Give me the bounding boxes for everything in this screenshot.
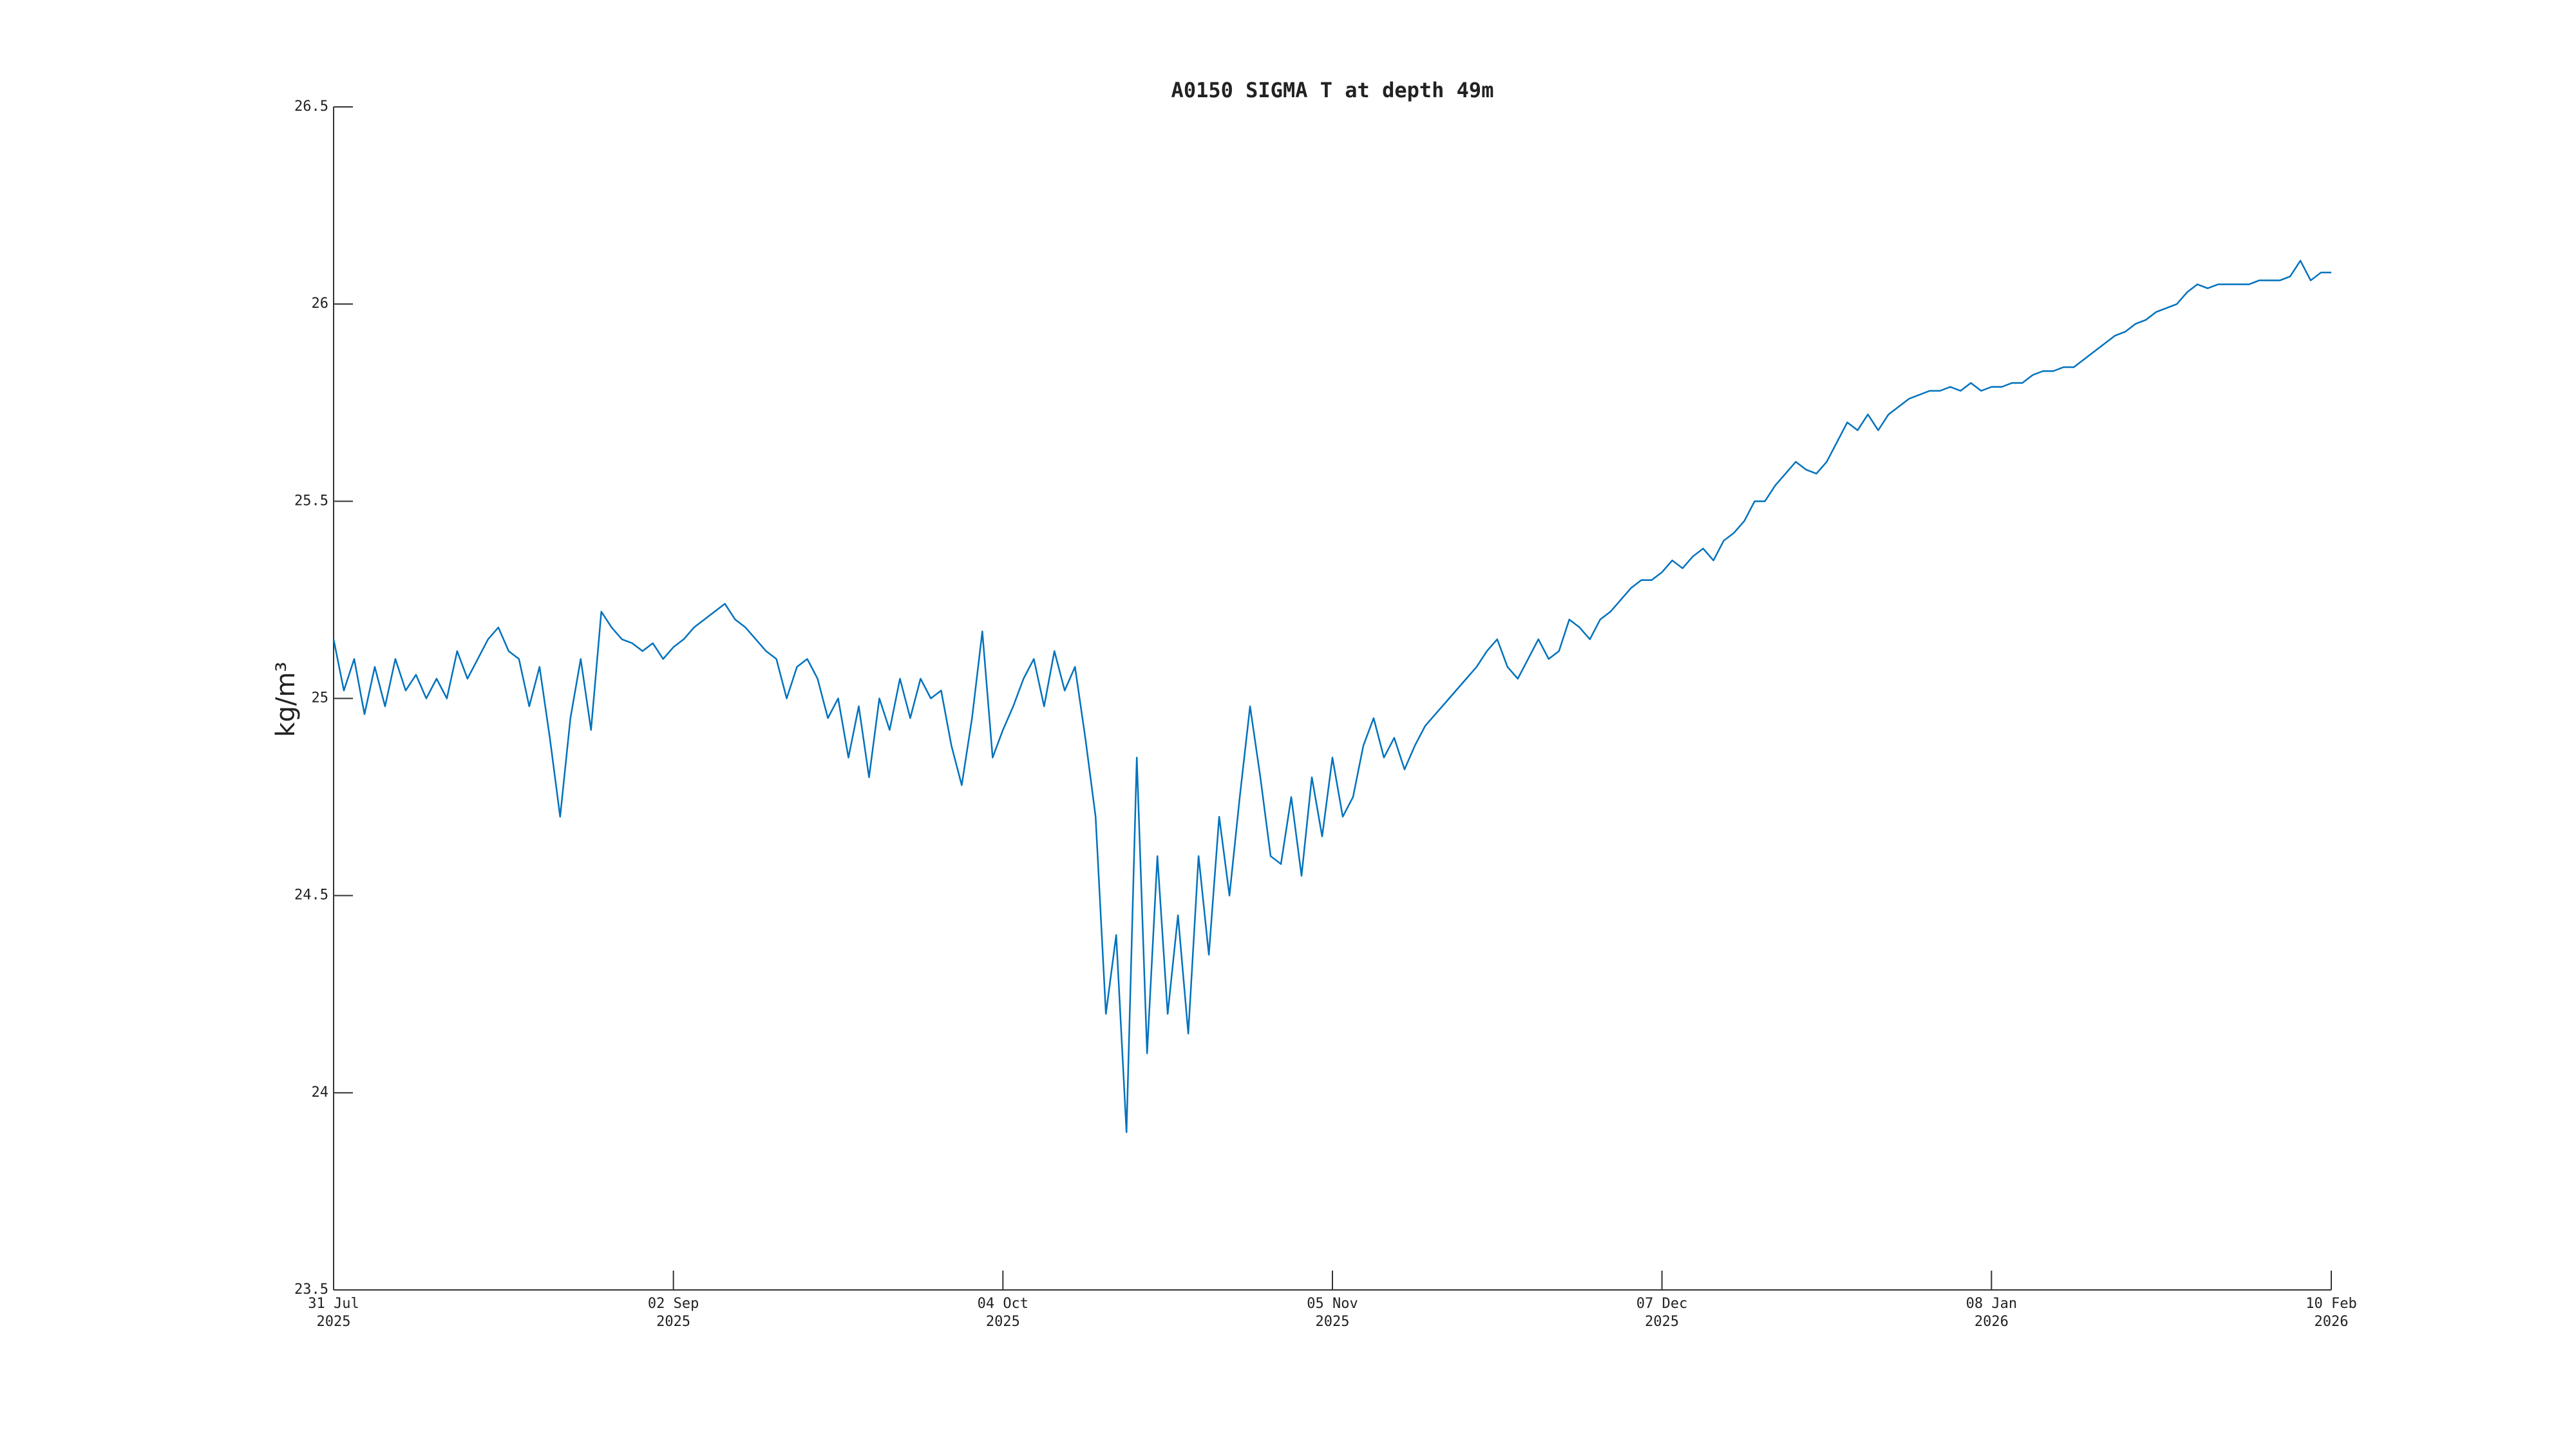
y-tick-label: 26.5 [294,99,328,115]
chart-title: A0150 SIGMA T at depth 49m [1171,78,1494,102]
y-tick-label: 26 [312,296,329,312]
y-tick-label: 25.5 [294,493,328,509]
x-tick-label: 2025 [986,1314,1020,1330]
x-tick-label: 2025 [1645,1314,1679,1330]
x-tick-label: 2025 [656,1314,690,1330]
x-tick-label: 2026 [1975,1314,2009,1330]
x-tick-label: 02 Sep [648,1296,699,1312]
x-tick-label: 08 Jan [1966,1296,2017,1312]
x-tick-label: 2026 [2315,1314,2349,1330]
data-line [332,260,2331,1133]
x-tick-label: 05 Nov [1307,1296,1358,1312]
y-tick-label: 25 [312,690,329,706]
x-tick-label: 2025 [317,1314,351,1330]
x-tick-label: 04 Oct [978,1296,1028,1312]
y-axis-label: kg/m³ [271,661,301,737]
x-tick-label: 2025 [1316,1314,1350,1330]
x-tick-label: 10 Feb [2306,1296,2356,1312]
x-tick-label: 07 Dec [1636,1296,1687,1312]
y-tick-label: 24.5 [294,887,328,904]
y-tick-label: 23.5 [294,1282,328,1298]
x-tick-label: 31 Jul [308,1296,359,1312]
y-tick-label: 24 [312,1084,329,1101]
